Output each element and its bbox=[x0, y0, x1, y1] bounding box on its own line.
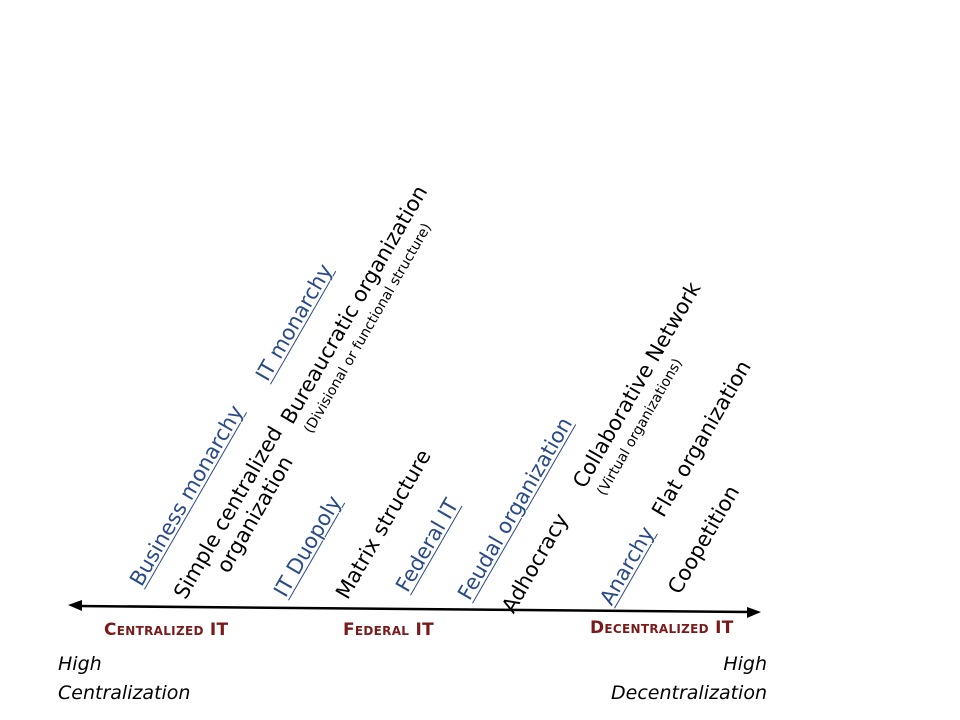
extreme-right-line1: High bbox=[723, 653, 767, 675]
left-arrowhead bbox=[68, 600, 82, 611]
right-arrowhead bbox=[747, 607, 761, 618]
extreme-high-centralization: High Centralization bbox=[58, 650, 190, 708]
extreme-left-line1: High bbox=[58, 653, 102, 675]
category-federal-it: Federal IT bbox=[343, 620, 434, 640]
extreme-right-line2: Decentralization bbox=[611, 682, 767, 704]
category-centralized-it: Centralized IT bbox=[104, 620, 229, 640]
category-decentralized-it: Decentralized IT bbox=[590, 618, 734, 638]
extreme-left-line2: Centralization bbox=[58, 682, 191, 704]
axis-line bbox=[77, 604, 751, 614]
extreme-high-decentralization: High Decentralization bbox=[611, 650, 767, 708]
